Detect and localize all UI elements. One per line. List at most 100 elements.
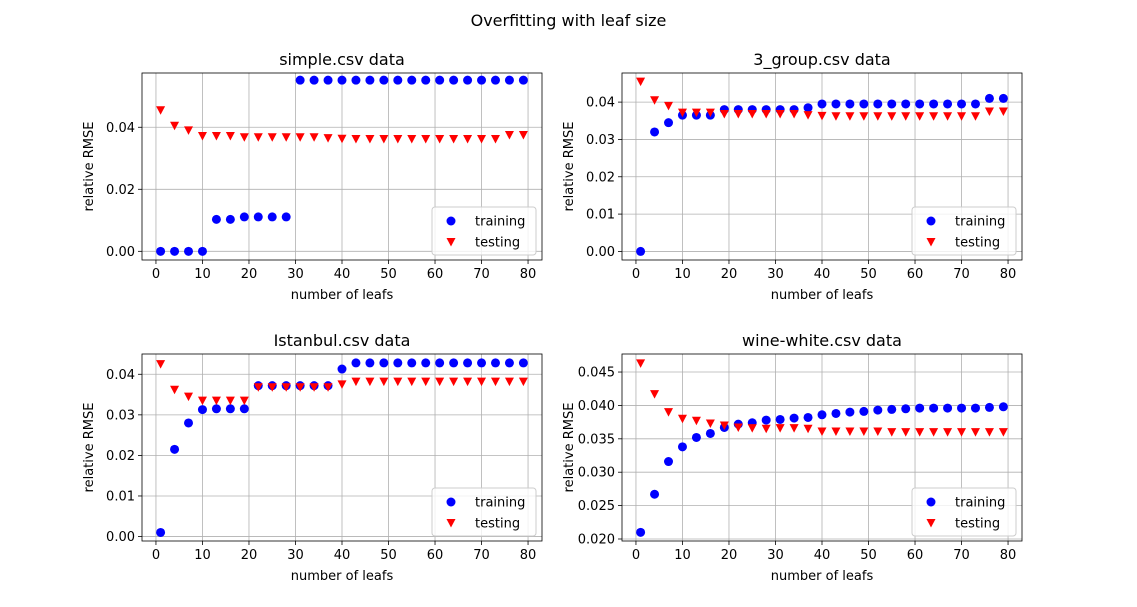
testing-point	[449, 377, 459, 387]
training-point	[901, 99, 911, 109]
testing-point	[733, 110, 743, 119]
training-point	[831, 99, 841, 109]
testing-point	[761, 110, 771, 119]
x-axis-label: number of leafs	[291, 288, 394, 303]
subplot-grid: simple.csv data 0 10 20 30 40 50 60 70 80 0.00 0.02…	[82, 50, 1023, 584]
training-point	[435, 358, 445, 368]
training-point	[323, 75, 333, 85]
x-tick-label: 0	[152, 548, 160, 563]
testing-point	[309, 383, 319, 392]
axes-frame	[621, 353, 1023, 542]
testing-point	[504, 377, 514, 387]
training-point	[365, 75, 375, 85]
testing-point	[803, 424, 813, 434]
x-tick-label: 30	[767, 267, 784, 282]
testing-point	[873, 427, 883, 436]
x-tick-label: 80	[1000, 267, 1017, 282]
subplot-1: simple.csv data 0 10 20 30 40 50 60 70 80 0.00 0.02…	[82, 50, 543, 303]
testing-point	[225, 396, 235, 406]
testing-point	[239, 133, 249, 142]
figure-title: Overfitting with leaf size	[471, 11, 667, 30]
y-tick-label: 0.04	[106, 368, 135, 383]
training-point	[239, 404, 249, 414]
training-point	[449, 358, 459, 368]
axes-frame	[621, 72, 1023, 261]
training-point	[184, 418, 194, 428]
testing-point	[915, 428, 925, 437]
training-point	[225, 404, 235, 414]
legend-testing-label: testing	[955, 236, 1000, 251]
testing-point	[650, 390, 660, 399]
testing-point	[984, 428, 994, 437]
testing-point	[998, 107, 1008, 116]
y-tick-label: 0.030	[578, 466, 615, 481]
testing-point	[323, 134, 333, 143]
testing-point	[490, 135, 500, 144]
training-point	[295, 75, 305, 85]
testing-point	[705, 419, 715, 428]
x-tick-label: 40	[814, 548, 831, 563]
x-tick-label: 20	[721, 267, 738, 282]
x-tick-label: 30	[767, 548, 784, 563]
testing-point	[379, 377, 389, 387]
training-point	[463, 75, 473, 85]
testing-point	[775, 110, 785, 119]
testing-point	[449, 135, 459, 144]
testing-point	[677, 414, 687, 424]
testing-point	[929, 112, 939, 121]
legend: training testing	[431, 206, 537, 256]
x-tick-label: 40	[814, 267, 831, 282]
x-tick-label: 70	[473, 548, 490, 563]
subplot-title: simple.csv data	[279, 50, 405, 69]
training-point	[705, 428, 715, 438]
training-point	[253, 212, 263, 222]
testing-point	[295, 383, 305, 392]
x-tick-label: 20	[241, 548, 258, 563]
testing-point	[747, 424, 757, 433]
training-point	[970, 99, 980, 109]
subplot-4: wine-white.csv data 0 10 20 30 40 50 60 70 80 0.02…	[562, 331, 1023, 584]
testing-point	[803, 111, 813, 120]
training-point	[170, 444, 180, 454]
testing-point	[184, 392, 194, 402]
training-point	[156, 527, 166, 537]
testing-point	[984, 107, 994, 116]
testing-point	[970, 112, 980, 121]
testing-point	[351, 377, 361, 387]
axes-frame	[141, 353, 543, 542]
testing-point	[719, 110, 729, 119]
testing-point	[156, 106, 166, 115]
testing-point	[184, 126, 194, 135]
legend: training testing	[911, 206, 1017, 256]
training-point	[664, 457, 674, 467]
legend-testing-marker	[446, 519, 456, 528]
legend-training-label: training	[475, 215, 525, 230]
training-point	[490, 358, 500, 368]
y-tick-label: 0.00	[586, 245, 615, 260]
testing-point	[170, 385, 180, 395]
legend-training-marker	[926, 216, 936, 226]
testing-point	[733, 423, 743, 432]
x-tick-label: 40	[334, 267, 351, 282]
testing-point	[789, 424, 799, 433]
legend-training-marker	[446, 216, 456, 226]
training-point	[929, 403, 939, 413]
testing-point	[211, 396, 221, 406]
testing-point	[365, 377, 375, 387]
x-tick-label: 60	[427, 548, 444, 563]
testing-point	[393, 377, 403, 387]
training-point	[636, 246, 646, 256]
legend-box	[431, 487, 537, 537]
subplot-2: 3_group.csv data 0 10 20 30 40 50 60 70 80 0.00 0.0…	[562, 50, 1023, 303]
testing-point	[518, 131, 528, 140]
testing-point	[845, 427, 855, 436]
testing-point	[281, 383, 291, 392]
training-point	[873, 99, 883, 109]
y-tick-label: 0.03	[106, 408, 135, 423]
legend-box	[911, 487, 1017, 537]
testing-point	[691, 416, 701, 426]
legend-testing-label: testing	[955, 517, 1000, 532]
testing-point	[435, 135, 445, 144]
y-tick-label: 0.01	[106, 489, 135, 504]
